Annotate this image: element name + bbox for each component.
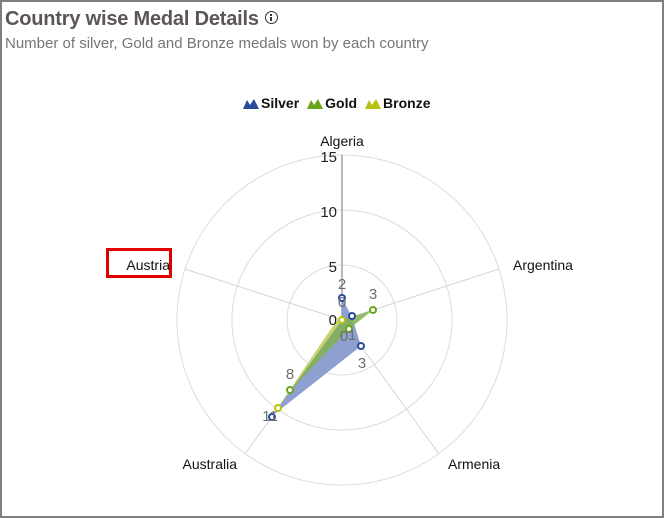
legend-item-gold[interactable]: Gold xyxy=(307,95,357,111)
tick-0: 0 xyxy=(329,312,337,329)
marker-bronze-australia[interactable] xyxy=(274,404,282,412)
data-label-algeria-silver: 2 xyxy=(338,276,346,293)
axis-label-argentina: Argentina xyxy=(513,257,573,273)
marker-silver-argentina[interactable] xyxy=(348,312,356,320)
spoke-argentina xyxy=(341,268,500,321)
data-label-australia-gold: 8 xyxy=(286,366,294,383)
area-chart-icon xyxy=(307,98,324,109)
tick-5: 5 xyxy=(329,259,337,276)
data-label-algeria-gold: 0 xyxy=(338,294,346,311)
data-label-australia-silver: 11 xyxy=(262,408,278,425)
legend-item-bronze[interactable]: Bronze xyxy=(365,95,430,111)
legend-label: Gold xyxy=(325,95,358,111)
tick-15: 15 xyxy=(320,149,337,166)
axis-label-algeria: Algeria xyxy=(320,133,364,149)
marker-silver-algeria[interactable] xyxy=(338,294,346,302)
axis-label-australia: Australia xyxy=(183,456,238,472)
marker-bronze-center[interactable] xyxy=(338,316,346,324)
chart-legend: Silver Gold Bronze xyxy=(243,95,430,111)
spoke-austria xyxy=(184,268,343,321)
marker-gold-armenia[interactable] xyxy=(345,325,353,333)
marker-silver-australia[interactable] xyxy=(268,413,276,421)
chart-title-row: Country wise Medal Details xyxy=(5,8,278,31)
data-label-armenia-gold-2: 1 xyxy=(348,327,356,344)
chart-subtitle: Number of silver, Gold and Bronze medals… xyxy=(5,35,429,52)
area-chart-icon xyxy=(365,98,382,109)
marker-gold-argentina[interactable] xyxy=(369,306,377,314)
data-label-argentina-gold: 3 xyxy=(369,286,377,303)
axis-label-austria: Austria xyxy=(126,257,170,273)
marker-silver-armenia[interactable] xyxy=(357,342,365,350)
austria-highlight-box xyxy=(106,248,172,278)
data-label-armenia-silver: 3 xyxy=(358,355,366,372)
area-chart-icon xyxy=(243,98,259,109)
legend-label: Bronze xyxy=(383,95,431,111)
axis-label-armenia: Armenia xyxy=(448,456,500,472)
marker-gold-australia[interactable] xyxy=(286,386,294,394)
chart-title: Country wise Medal Details xyxy=(5,8,259,30)
legend-item-silver[interactable]: Silver xyxy=(243,95,299,111)
legend-label: Silver xyxy=(261,95,300,111)
info-icon[interactable] xyxy=(264,11,278,24)
data-label-armenia-gold: 0 xyxy=(340,328,348,345)
tick-10: 10 xyxy=(320,204,337,221)
